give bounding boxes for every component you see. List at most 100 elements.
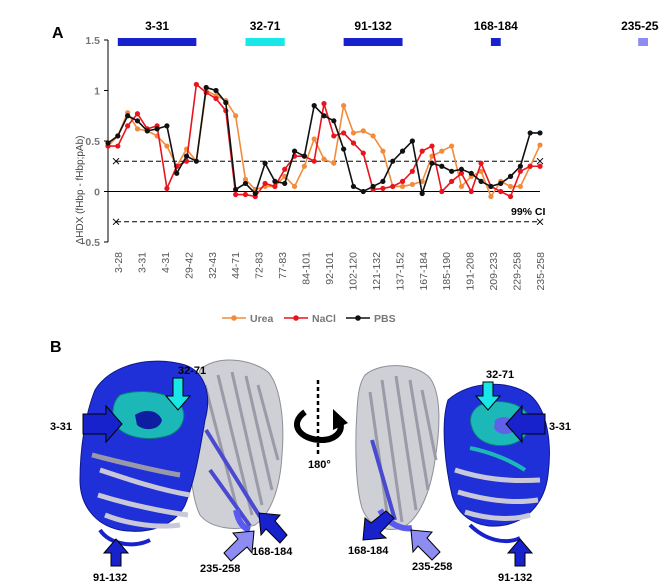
data-point: [350, 140, 357, 146]
data-point: [213, 87, 219, 94]
data-point: [262, 160, 268, 166]
x-tick-label: 84-101: [301, 252, 313, 285]
legend: Urea NaCl PBS: [222, 313, 396, 325]
data-point: [233, 186, 239, 193]
data-point: [311, 136, 317, 142]
data-point: [527, 130, 533, 136]
data-point: [409, 138, 415, 144]
data-point: [242, 180, 249, 187]
data-point: [321, 156, 327, 162]
x-tick-label: 191-208: [465, 252, 477, 291]
x-tick-labels: 3-28 3-31 4-31 29-42 32-43 44-71 72-83 77-83 84-…: [113, 252, 547, 291]
region-label: 91-132: [354, 19, 392, 33]
y-tick-label: 1: [94, 86, 100, 98]
region-label: 235-258: [621, 19, 659, 33]
data-point: [537, 142, 543, 148]
y-tick-label: -0.5: [82, 237, 100, 249]
data-point: [498, 188, 504, 195]
data-point: [488, 183, 494, 190]
region-bar: [117, 38, 197, 46]
data-point: [350, 130, 357, 136]
data-point: [537, 163, 543, 169]
arrow-label-235-258: 235-258: [200, 563, 240, 575]
x-tick-label: 72-83: [254, 252, 266, 279]
data-point: [478, 178, 484, 184]
data-point: [458, 183, 465, 190]
x-tick-label: 137-152: [394, 252, 406, 291]
data-point: [399, 148, 406, 154]
data-point: [409, 181, 415, 188]
data-point: [321, 101, 327, 107]
data-point: [331, 160, 337, 166]
data-point: [115, 133, 121, 139]
region-label: 168-184: [474, 19, 518, 33]
arrow-label-3-31-right: 3-31: [549, 421, 571, 433]
x-tick-label: 229-258: [512, 252, 524, 291]
data-point: [252, 190, 258, 197]
x-tick-label: 4-31: [160, 252, 172, 273]
x-tick-label: 185-190: [441, 252, 453, 291]
y-axis: 1.5 1 0.5 0 -0.5: [82, 35, 540, 249]
data-point: [399, 178, 406, 184]
hdx-line-chart: 1.5 1 0.5 0 -0.5 3-31 32-71 91-132 168-184 235-2…: [82, 19, 659, 325]
data-point: [301, 163, 307, 169]
data-point: [331, 118, 337, 124]
arrow-label-168-184: 168-184: [252, 546, 293, 558]
data-point: [409, 168, 415, 174]
arrow-label-3-31: 3-31: [50, 421, 72, 433]
y-axis-title: ΔHDX (fHbp - fHbp;pAb): [75, 136, 86, 245]
data-point: [291, 183, 298, 190]
data-point: [380, 185, 386, 192]
data-point: [242, 176, 249, 182]
data-point: [105, 140, 111, 146]
data-point: [449, 168, 455, 174]
threshold-marker: [112, 157, 120, 165]
data-point: [507, 183, 514, 190]
data-point: [242, 191, 249, 198]
data-point: [370, 133, 376, 139]
data-point: [507, 193, 514, 200]
right-arrows: 3-31 32-71 91-132 168-184 235-258: [348, 369, 571, 584]
data-point: [115, 143, 121, 149]
data-point: [311, 158, 317, 164]
data-point: [458, 170, 465, 176]
data-point: [439, 188, 445, 195]
region-bar: [490, 38, 501, 46]
x-tick-label: 235-258: [535, 252, 547, 291]
data-point: [527, 163, 533, 169]
rotation-label: 180°: [308, 459, 331, 471]
rotation-indicator: 180°: [294, 380, 348, 471]
arrow-label-91-132-right: 91-132: [498, 572, 532, 584]
data-point: [380, 148, 386, 154]
data-point: [134, 118, 141, 124]
region-label: 3-31: [145, 19, 169, 33]
arrow-label-235-258-right: 235-258: [412, 561, 452, 573]
arrow-label-168-184-right: 168-184: [348, 545, 389, 557]
legend-label: PBS: [374, 313, 396, 325]
data-point: [233, 113, 239, 119]
x-tick-label: 29-42: [183, 252, 195, 279]
data-point: [439, 163, 445, 169]
data-point: [183, 153, 190, 159]
data-point: [341, 130, 347, 136]
data-point: [134, 126, 141, 132]
data-point: [262, 180, 268, 187]
x-tick-label: 92-101: [324, 252, 336, 285]
data-point: [429, 160, 435, 166]
data-point: [193, 81, 199, 88]
data-point: [449, 178, 455, 184]
x-tick-label: 209-233: [488, 252, 500, 291]
data-point: [390, 158, 396, 164]
y-tick-label: 1.5: [85, 35, 100, 47]
data-point: [282, 166, 288, 172]
data-point: [429, 143, 435, 149]
threshold-marker: [536, 157, 544, 165]
data-point: [468, 188, 474, 195]
data-point: [439, 148, 445, 154]
data-point: [174, 170, 180, 176]
data-point: [449, 143, 455, 149]
panel-b-label: B: [50, 339, 62, 356]
data-point: [125, 123, 131, 129]
data-point: [380, 178, 386, 184]
data-point: [478, 168, 484, 174]
